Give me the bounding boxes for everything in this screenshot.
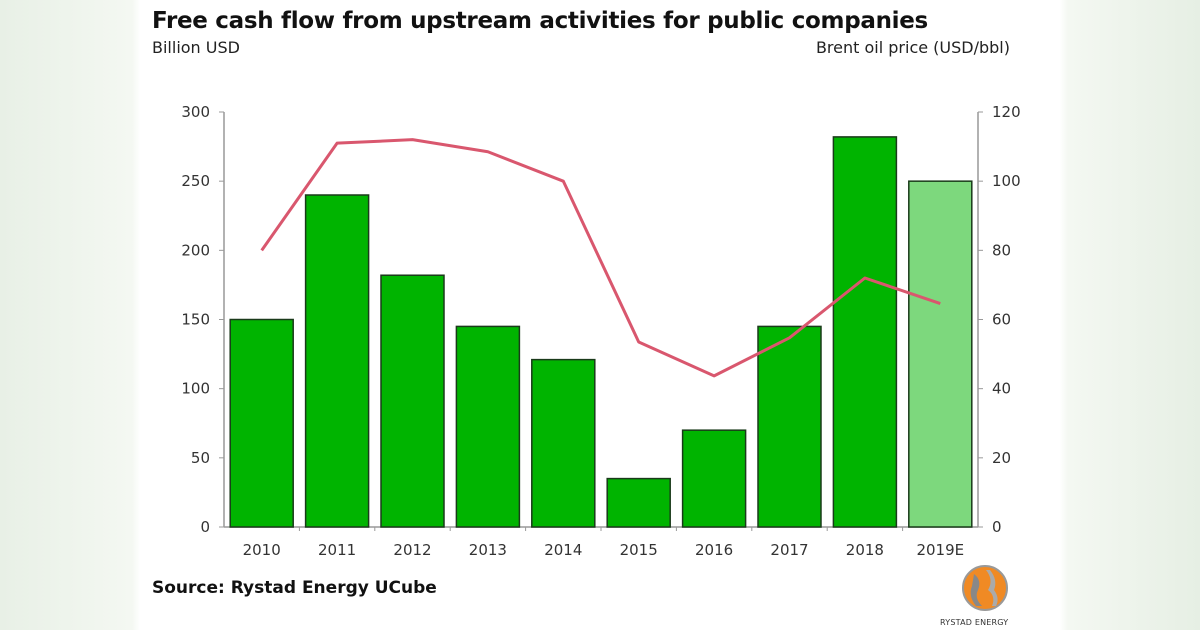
bar-2012 bbox=[380, 274, 445, 528]
x-tick-label: 2019E bbox=[916, 541, 964, 559]
left-tick-label: 300 bbox=[181, 103, 210, 121]
bar-2010 bbox=[229, 318, 294, 528]
x-tick-label: 2011 bbox=[318, 541, 356, 559]
left-axis-label: Billion USD bbox=[152, 38, 240, 57]
left-tick-label: 50 bbox=[191, 449, 210, 467]
right-tick-label: 40 bbox=[992, 380, 1011, 398]
source-note: Source: Rystad Energy UCube bbox=[152, 578, 437, 598]
right-tick-label: 80 bbox=[992, 241, 1011, 259]
left-tick-label: 250 bbox=[181, 172, 210, 190]
x-tick-label: 2016 bbox=[695, 541, 733, 559]
right-axis-label: Brent oil price (USD/bbl) bbox=[815, 38, 1010, 57]
x-tick-label: 2012 bbox=[393, 541, 431, 559]
x-tick-label: 2018 bbox=[846, 541, 884, 559]
bar-2011 bbox=[304, 194, 370, 528]
bar-2019E bbox=[908, 180, 973, 528]
logo-text: RYSTAD ENERGY bbox=[940, 618, 1009, 627]
bar-2015 bbox=[606, 477, 671, 528]
left-tick-label: 200 bbox=[181, 241, 210, 259]
x-tick-label: 2014 bbox=[544, 541, 582, 559]
bar-2016 bbox=[681, 429, 747, 528]
x-tick-label: 2013 bbox=[469, 541, 507, 559]
bar-2018 bbox=[832, 136, 898, 528]
bar-2014 bbox=[531, 358, 596, 528]
bar-2017 bbox=[757, 325, 822, 528]
right-tick-label: 60 bbox=[992, 311, 1011, 329]
chart-title: Free cash flow from upstream activities … bbox=[152, 8, 928, 34]
right-tick-label: 20 bbox=[992, 449, 1011, 467]
left-tick-label: 0 bbox=[200, 518, 210, 536]
bar-2013 bbox=[455, 325, 521, 528]
brent-price-line bbox=[260, 138, 941, 378]
x-tick-label: 2010 bbox=[243, 541, 281, 559]
x-tick-label: 2015 bbox=[620, 541, 658, 559]
x-tick-label: 2017 bbox=[770, 541, 808, 559]
left-tick-label: 100 bbox=[181, 380, 210, 398]
right-tick-label: 120 bbox=[992, 103, 1021, 121]
rystad-logo-icon bbox=[962, 565, 1008, 611]
right-tick-label: 100 bbox=[992, 172, 1021, 190]
right-tick-label: 0 bbox=[992, 518, 1002, 536]
left-tick-label: 150 bbox=[181, 311, 210, 329]
